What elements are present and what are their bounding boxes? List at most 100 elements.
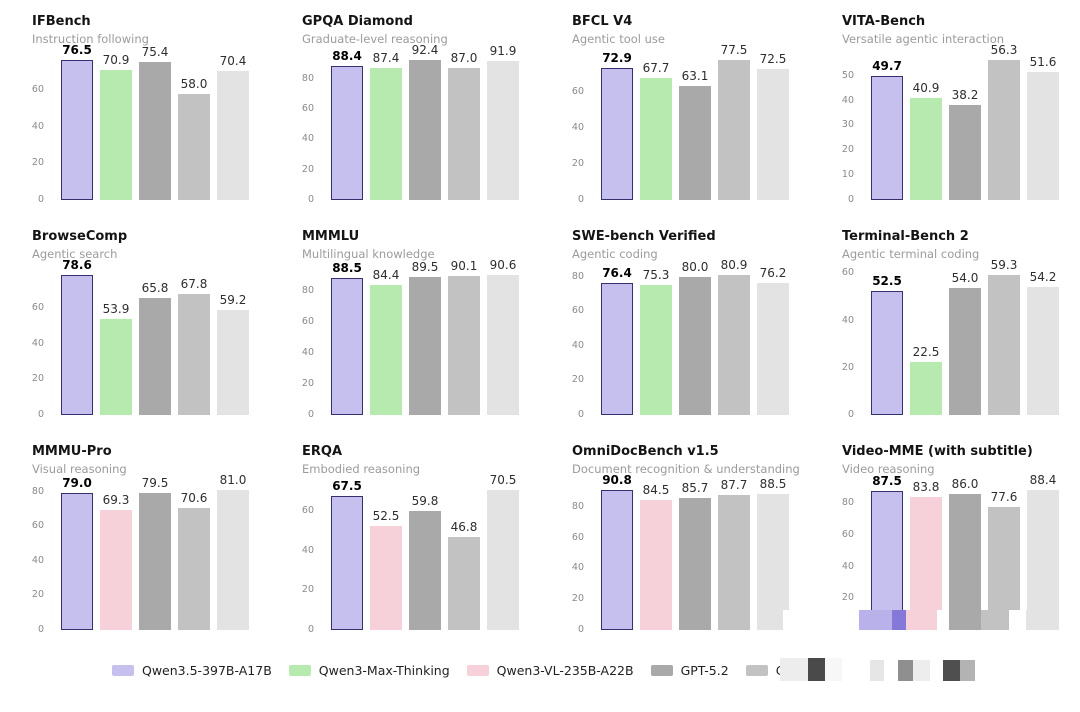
value-label: 38.2 — [951, 88, 979, 103]
chart-title: ERQA — [302, 444, 343, 459]
chart-title: BrowseComp — [32, 229, 128, 244]
y-tick-label: 40 — [31, 337, 44, 349]
bar-green — [370, 284, 402, 415]
value-label: 90.1 — [450, 258, 478, 273]
bar-purple — [331, 278, 363, 415]
y-tick-label: 0 — [37, 194, 44, 205]
y-tick-label: 20 — [571, 593, 584, 605]
bar-gray_dark — [139, 62, 171, 200]
value-label: 88.4 — [1029, 473, 1057, 487]
value-label: 46.8 — [450, 520, 478, 535]
chart-terminal-bench-2: Terminal-Bench 2 Agentic terminal coding 0… — [810, 225, 1080, 440]
y-tick-label: 0 — [307, 624, 314, 635]
chart-subtitle: Versatile agentic interaction — [842, 32, 1005, 46]
y-tick-label: 0 — [307, 409, 314, 420]
legend-label: Qwen3-Max-Thinking — [318, 662, 450, 678]
value-label: 89.5 — [411, 259, 439, 274]
bar-green — [640, 77, 672, 200]
legend-item-qwen3-vl-235b-a22b: Qwen3-VL-235B-A22B — [466, 663, 634, 678]
bar-gray_mid — [988, 275, 1020, 415]
bar-gray_mid — [178, 294, 210, 415]
value-label: 88.5 — [759, 476, 787, 491]
artifact-block — [1026, 610, 1059, 630]
value-label: 70.4 — [219, 54, 247, 69]
y-tick-label: 80 — [841, 497, 854, 509]
chart-swe-bench-verified: SWE-bench Verified Agentic coding 0 20 40 60 8… — [540, 225, 810, 440]
value-label: 40.9 — [912, 81, 940, 96]
bar-pink — [910, 497, 942, 630]
chart-gpqa-diamond: GPQA Diamond Graduate-level reasoning 0 20 4… — [270, 10, 540, 225]
value-label: 92.4 — [411, 43, 439, 57]
value-label: 83.8 — [912, 480, 940, 495]
value-label: 54.0 — [951, 270, 979, 285]
value-label: 72.9 — [602, 51, 632, 66]
y-tick-label: 60 — [301, 316, 314, 328]
legend-swatch — [466, 664, 489, 676]
chart-title: MMMU-Pro — [32, 444, 112, 459]
artifact-block — [808, 658, 825, 681]
y-tick-label: 40 — [841, 560, 854, 572]
plot-area: 0 20 40 60 67.5 52.5 59.8 46.8 70.5 — [270, 474, 540, 635]
y-tick-label: 20 — [571, 157, 584, 169]
y-tick-label: 20 — [841, 361, 854, 373]
value-label: 77.5 — [720, 43, 748, 57]
chart-mmmlu: MMMLU Multilingual knowledge 0 20 40 60 80 88.5… — [270, 225, 540, 440]
y-tick-label: 10 — [841, 169, 854, 181]
value-label: 77.6 — [990, 490, 1018, 505]
artifact-block — [825, 658, 842, 681]
y-tick-label: 40 — [31, 120, 44, 132]
y-tick-label: 80 — [301, 285, 314, 297]
bar-gray_dark — [139, 492, 171, 630]
bar-gray_light — [1027, 490, 1059, 630]
plot-area: 0 20 40 60 76.5 70.9 75.4 58.0 70.4 — [0, 44, 270, 205]
value-label: 79.0 — [62, 476, 92, 491]
bar-gray_light — [217, 490, 249, 630]
bar-gray_dark — [409, 511, 441, 630]
y-tick-label: 60 — [571, 85, 584, 97]
value-label: 78.6 — [62, 258, 92, 272]
y-tick-label: 80 — [571, 270, 584, 282]
y-tick-label: 40 — [571, 339, 584, 351]
artifact-block — [859, 610, 892, 630]
chart-subtitle: Agentic coding — [572, 247, 658, 261]
value-label: 59.8 — [411, 494, 439, 509]
bar-gray_dark — [409, 60, 441, 200]
y-tick-label: 80 — [301, 72, 314, 84]
value-label: 51.6 — [1029, 54, 1057, 69]
legend-swatch — [112, 664, 134, 676]
y-tick-label: 40 — [571, 121, 584, 133]
plot-area: 20 40 60 80 87.5 83.8 86.0 77.6 88.4 — [810, 474, 1080, 630]
y-tick-label: 0 — [307, 194, 314, 205]
value-label: 75.4 — [141, 45, 169, 60]
y-tick-label: 60 — [301, 103, 314, 115]
chart-title: SWE-bench Verified — [572, 229, 716, 244]
bar-purple — [601, 68, 633, 200]
legend-swatch — [650, 664, 673, 676]
bar-gray_mid — [448, 68, 480, 200]
y-tick-label: 50 — [841, 69, 854, 81]
y-tick-label: 80 — [571, 500, 584, 512]
chart-title: Terminal-Bench 2 — [842, 229, 969, 244]
value-label: 87.5 — [872, 474, 902, 489]
y-tick-label: 40 — [571, 562, 584, 574]
plot-area: 0 20 40 60 80 88.5 84.4 89.5 90.1 90.6 — [270, 258, 540, 420]
chart-subtitle: Instruction following — [32, 32, 149, 46]
bar-purple — [871, 291, 903, 415]
bar-purple — [61, 493, 93, 630]
y-tick-label: 60 — [301, 504, 314, 516]
y-tick-label: 0 — [37, 409, 44, 420]
bar-gray_light — [1027, 287, 1059, 415]
y-tick-label: 20 — [31, 373, 44, 385]
value-label: 56.3 — [990, 43, 1018, 57]
chart-omnidocbench-v1-5: OmniDocBench v1.5 Document recognition & … — [540, 440, 810, 655]
value-label: 67.8 — [180, 277, 208, 292]
bar-pink — [100, 510, 132, 630]
bar-gray_dark — [679, 86, 711, 200]
y-tick-label: 20 — [841, 144, 854, 156]
bar-gray_dark — [949, 105, 981, 200]
bar-gray_mid — [988, 60, 1020, 200]
bar-purple — [61, 275, 93, 415]
bar-gray_dark — [949, 287, 981, 415]
y-tick-label: 20 — [301, 584, 314, 596]
plot-area: 0 20 40 60 80 79.0 69.3 79.5 70.6 81.0 — [0, 474, 270, 635]
